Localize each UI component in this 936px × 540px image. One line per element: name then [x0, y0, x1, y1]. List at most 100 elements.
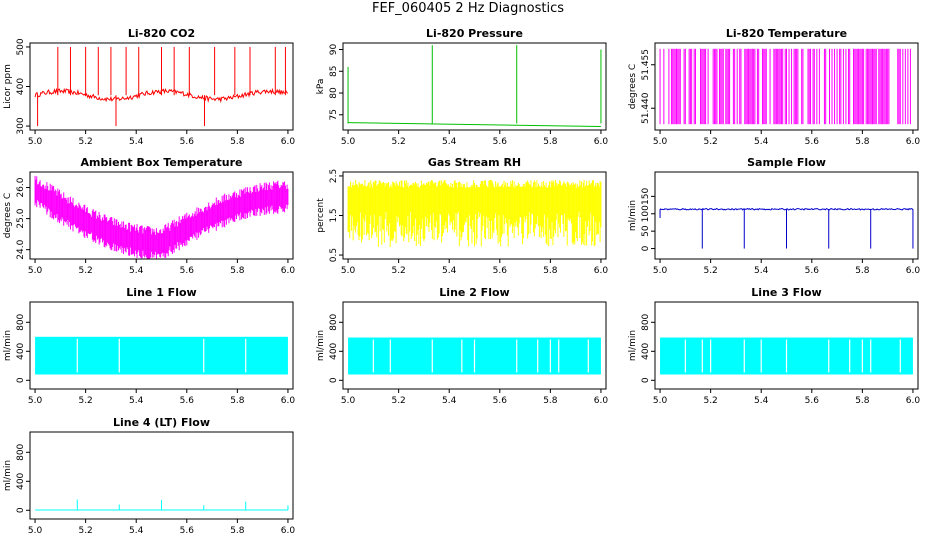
- y-tick-label: 50: [641, 225, 651, 237]
- y-tick-label: 1.5: [329, 208, 339, 222]
- y-axis-label: ml/min: [3, 460, 13, 491]
- x-tick-label: 5.2: [78, 137, 92, 147]
- chart-title: Line 2 Flow: [439, 286, 509, 299]
- x-tick-label: 5.8: [230, 396, 245, 406]
- y-tick-label: 150: [641, 188, 651, 205]
- series-co2: [34, 46, 288, 127]
- chart-panel: Gas Stream RH percent 5.0 5.2 5.4 5.6 5.8 6.0 0.…: [316, 156, 608, 276]
- x-tick-label: 5.4: [442, 396, 457, 406]
- chart-title: Line 3 Flow: [751, 286, 821, 299]
- plot-frame: [654, 42, 919, 131]
- x-tick-label: 5.6: [805, 266, 820, 276]
- chart-panel: Li-820 Temperature degrees C 5.0 5.2 5.4 5.6 5…: [628, 27, 920, 147]
- y-axis-label: ml/min: [628, 330, 638, 361]
- y-axis-label: ml/min: [316, 330, 326, 361]
- x-tick-label: 5.4: [754, 137, 769, 147]
- y-tick-label: 25.0: [16, 208, 26, 228]
- y-tick-label: 2.5: [329, 169, 339, 183]
- series-band: [660, 337, 913, 375]
- y-tick-label: 800: [641, 313, 651, 330]
- x-tick-label: 5.4: [129, 137, 144, 147]
- page-title: FEF_060405 2 Hz Diagnostics: [372, 1, 564, 16]
- y-tick-label: 24.0: [16, 239, 26, 259]
- plot-frame: [654, 301, 919, 390]
- x-tick-label: 5.4: [129, 526, 144, 536]
- series-band: [348, 337, 601, 375]
- x-tick-label: 6.0: [906, 137, 921, 147]
- y-tick-label: 400: [329, 342, 339, 359]
- y-tick-label: 400: [16, 472, 26, 489]
- chart-title: Line 4 (LT) Flow: [113, 416, 210, 429]
- chart-title: Line 1 Flow: [126, 286, 196, 299]
- x-tick-label: 5.6: [805, 137, 820, 147]
- x-tick-label: 5.0: [653, 266, 668, 276]
- x-tick-label: 6.0: [281, 266, 296, 276]
- y-tick-label: 0: [16, 507, 26, 513]
- chart-title: Li-820 Pressure: [426, 27, 523, 40]
- x-tick-label: 5.0: [653, 137, 668, 147]
- y-tick-label: 0: [641, 377, 651, 383]
- x-tick-label: 5.4: [442, 137, 457, 147]
- x-tick-label: 5.6: [493, 396, 508, 406]
- x-tick-label: 5.0: [341, 396, 356, 406]
- x-tick-label: 5.2: [391, 137, 405, 147]
- y-tick-label: 300: [16, 117, 26, 134]
- x-tick-label: 5.0: [28, 396, 43, 406]
- y-tick-label: 400: [16, 78, 26, 95]
- series-lt: [35, 499, 289, 511]
- x-tick-label: 5.4: [129, 266, 144, 276]
- x-tick-label: 5.2: [703, 396, 717, 406]
- x-tick-label: 5.4: [754, 266, 769, 276]
- x-tick-label: 6.0: [594, 266, 609, 276]
- chart-panel: Line 1 Flow ml/min 5.0 5.2 5.4 5.6 5.8 6.0 0 400 8…: [3, 286, 295, 406]
- y-axis-label: percent: [316, 198, 326, 233]
- x-tick-label: 5.4: [442, 266, 457, 276]
- x-tick-label: 5.6: [805, 396, 820, 406]
- x-tick-label: 5.0: [28, 137, 43, 147]
- chart-panel: Sample Flow ml/min 5.0 5.2 5.4 5.6 5.8 6.0 0 50 10…: [628, 156, 920, 276]
- y-axis-label: ml/min: [628, 200, 638, 231]
- series-temp: [659, 48, 911, 125]
- chart-title: Li-820 Temperature: [726, 27, 847, 40]
- y-axis-label: degrees C: [3, 193, 13, 238]
- x-tick-label: 5.0: [28, 266, 43, 276]
- x-tick-label: 5.8: [543, 396, 558, 406]
- y-tick-label: 90: [329, 44, 339, 56]
- y-tick-label: 0: [641, 245, 651, 251]
- x-tick-label: 6.0: [281, 396, 296, 406]
- x-tick-label: 5.6: [180, 137, 195, 147]
- x-tick-label: 5.0: [341, 266, 356, 276]
- series-sample: [659, 207, 914, 249]
- x-tick-label: 5.2: [78, 266, 92, 276]
- x-tick-label: 5.6: [493, 266, 508, 276]
- y-tick-label: 26.0: [16, 177, 26, 197]
- y-tick-label: 0: [16, 377, 26, 383]
- x-tick-label: 6.0: [594, 396, 609, 406]
- x-tick-label: 5.8: [855, 266, 870, 276]
- y-axis-label: kPa: [316, 79, 326, 95]
- series-pressure: [347, 45, 602, 128]
- y-tick-label: 85: [329, 66, 339, 77]
- flow-band: [35, 336, 288, 375]
- chart-title: Gas Stream RH: [428, 156, 521, 169]
- x-tick-label: 5.2: [78, 396, 92, 406]
- y-tick-label: 800: [16, 313, 26, 330]
- x-tick-label: 5.8: [543, 137, 558, 147]
- pressure-line: [348, 122, 601, 128]
- x-tick-label: 6.0: [906, 266, 921, 276]
- x-tick-label: 5.8: [543, 266, 558, 276]
- x-tick-label: 5.2: [703, 266, 717, 276]
- x-tick-label: 5.0: [341, 137, 356, 147]
- x-tick-label: 5.2: [703, 137, 717, 147]
- x-tick-label: 5.2: [391, 396, 405, 406]
- series-band: [35, 336, 288, 375]
- x-tick-label: 5.0: [28, 526, 43, 536]
- x-tick-label: 5.6: [180, 266, 195, 276]
- y-tick-label: 51.455: [641, 49, 651, 81]
- y-axis-label: Licor ppm: [3, 64, 13, 109]
- chart-panel: Line 3 Flow ml/min 5.0 5.2 5.4 5.6 5.8 6.0 0 400 8…: [628, 286, 920, 406]
- x-tick-label: 5.6: [493, 137, 508, 147]
- x-tick-label: 5.0: [653, 396, 668, 406]
- y-tick-label: 75: [329, 109, 339, 120]
- y-tick-label: 800: [329, 313, 339, 330]
